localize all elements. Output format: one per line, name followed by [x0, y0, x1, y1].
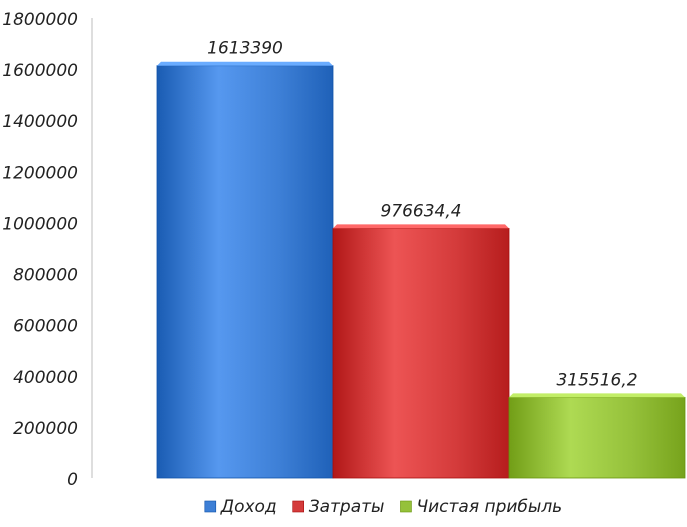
y-tick-label: 800000: [13, 266, 78, 286]
y-tick-label: 400000: [13, 368, 78, 388]
bar-1: [156, 65, 334, 479]
bar-top-2: [333, 224, 509, 229]
y-tick-label: 0: [67, 470, 78, 490]
y-tick-label: 1200000: [2, 163, 78, 183]
bar-top-1: [157, 61, 333, 66]
legend-label: Доход: [220, 497, 277, 517]
data-label: 315516,2: [556, 370, 637, 390]
y-tick-label: 600000: [13, 317, 78, 337]
legend-label: Чистая прибыль: [416, 497, 562, 517]
bar-3: [508, 396, 686, 479]
data-labels: 1613390 976634,4 315516,2: [207, 39, 637, 391]
data-label: 976634,4: [380, 201, 461, 221]
y-tick-label: 1800000: [2, 10, 78, 30]
bar-top-3: [509, 393, 685, 398]
y-tick-label: 1600000: [2, 61, 78, 81]
y-axis: 0 200000 400000 600000 800000 1000000 1200000 1…: [2, 10, 93, 490]
y-tick-label: 200000: [13, 419, 78, 439]
legend-swatch: [292, 500, 304, 513]
legend-swatch: [204, 500, 217, 513]
y-tick-label: 1000000: [2, 214, 78, 234]
bars: [156, 61, 686, 479]
bar-2: [332, 228, 510, 479]
data-label: 1613390: [207, 39, 283, 59]
legend: Доход Затраты Чистая прибыль: [204, 497, 562, 517]
legend-swatch: [400, 500, 412, 513]
legend-label: Затраты: [309, 497, 385, 517]
y-tick-label: 1400000: [2, 112, 78, 132]
